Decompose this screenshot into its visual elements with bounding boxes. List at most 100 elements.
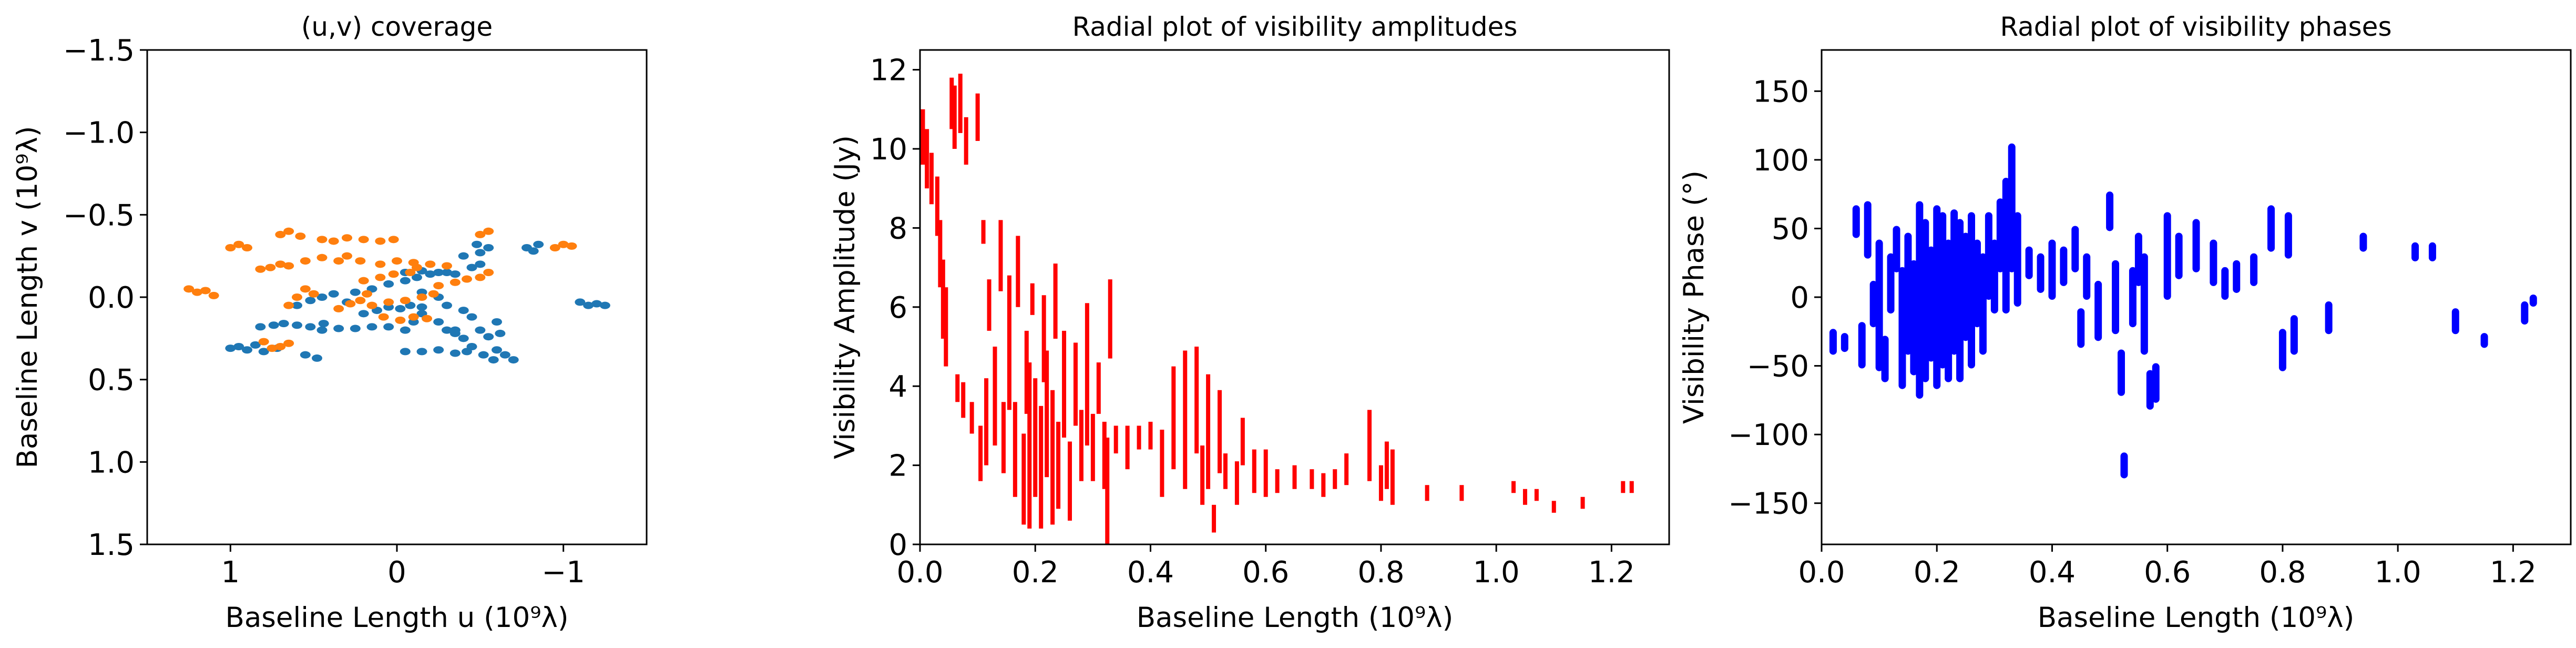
data-point	[2140, 253, 2148, 355]
data-point	[466, 313, 477, 321]
data-point	[433, 318, 444, 326]
panel-title: Radial plot of visibility amplitudes	[1072, 12, 1518, 42]
data-point	[258, 348, 269, 356]
error-bar	[952, 85, 957, 149]
error-bar	[1027, 362, 1032, 529]
error-bar	[1263, 449, 1268, 497]
data-point	[2106, 191, 2114, 231]
data-point	[355, 257, 366, 265]
plot-frame	[146, 49, 648, 545]
data-point	[183, 285, 195, 293]
x-tick-label: 0.6	[1242, 555, 1289, 590]
data-point	[283, 227, 294, 235]
data-point	[2325, 301, 2333, 335]
data-point	[1985, 212, 1992, 300]
error-bar	[1030, 283, 1035, 315]
data-point	[300, 351, 311, 359]
data-point	[316, 254, 328, 261]
data-point	[295, 232, 306, 240]
data-point	[2048, 239, 2056, 300]
x-tick-label: 1.0	[2375, 555, 2421, 590]
data-point	[268, 321, 279, 329]
y-tick-label: −1.5	[63, 34, 135, 68]
error-bar	[987, 279, 991, 331]
data-point	[242, 346, 252, 354]
data-point	[433, 269, 444, 276]
data-point	[422, 315, 432, 322]
y-tick-label: 6	[888, 291, 907, 325]
data-point	[1910, 260, 1918, 376]
error-bar	[1001, 402, 1006, 473]
error-bar	[1321, 473, 1326, 497]
error-bar	[1344, 453, 1349, 485]
error-bar	[1073, 342, 1078, 426]
data-point	[2083, 253, 2091, 300]
data-point	[378, 313, 389, 321]
error-bar	[978, 426, 983, 481]
data-point	[2233, 260, 2241, 293]
data-point	[200, 287, 211, 295]
error-bar	[925, 129, 929, 189]
x-axis-label: Baseline Length (10⁹λ)	[1137, 602, 1454, 634]
data-point	[300, 257, 311, 265]
x-tick-label: 1.2	[1588, 555, 1635, 590]
error-bar	[1045, 350, 1049, 478]
y-axis-label: Visibility Phase (°)	[1678, 170, 1710, 424]
error-bar	[1459, 485, 1464, 501]
data-point	[342, 234, 352, 242]
data-point	[250, 341, 261, 349]
error-bar	[1160, 429, 1164, 497]
data-point	[472, 240, 482, 248]
y-tick-label: 1.5	[88, 528, 135, 562]
data-point	[400, 297, 411, 305]
data-point	[488, 356, 499, 364]
data-point	[558, 240, 569, 248]
error-bar	[955, 374, 960, 402]
data-point	[342, 252, 352, 260]
data-point	[2451, 308, 2459, 335]
data-point	[549, 244, 560, 251]
x-tick-label: 0.6	[2144, 555, 2191, 590]
data-point	[492, 346, 502, 354]
data-point	[2120, 452, 2128, 479]
error-bar	[1105, 437, 1110, 544]
data-point	[292, 321, 302, 329]
data-point	[1921, 219, 1929, 382]
data-point	[462, 275, 472, 283]
data-point	[395, 305, 406, 312]
error-bar	[1310, 469, 1314, 489]
data-point	[192, 288, 202, 296]
data-point	[425, 260, 436, 268]
y-tick-label: −150	[1728, 487, 1809, 521]
data-point	[1939, 212, 1947, 369]
data-point	[449, 270, 461, 278]
data-point	[1916, 201, 1924, 399]
data-point	[458, 252, 469, 260]
data-point	[1968, 212, 1975, 369]
data-point	[1973, 239, 1981, 328]
error-bar	[1206, 374, 1211, 489]
data-point	[2267, 205, 2275, 252]
error-bar	[1085, 303, 1089, 446]
data-point	[475, 326, 486, 334]
error-bar	[1013, 402, 1017, 497]
data-point	[2077, 308, 2085, 348]
data-point	[1996, 198, 2004, 272]
data-point	[2175, 232, 2183, 279]
data-point	[466, 264, 477, 271]
error-bar	[998, 220, 1003, 291]
data-point	[225, 244, 236, 251]
error-bar	[938, 220, 943, 288]
data-point	[305, 297, 316, 305]
error-bar	[1079, 410, 1083, 481]
data-point	[400, 326, 411, 334]
data-point	[566, 242, 577, 250]
data-point	[478, 351, 489, 359]
data-point	[275, 230, 286, 238]
data-point	[267, 345, 278, 352]
data-point	[318, 320, 329, 328]
data-point	[362, 290, 372, 298]
error-bar	[1234, 461, 1239, 505]
y-tick-label: 4	[888, 370, 907, 404]
error-bar	[1053, 264, 1058, 339]
